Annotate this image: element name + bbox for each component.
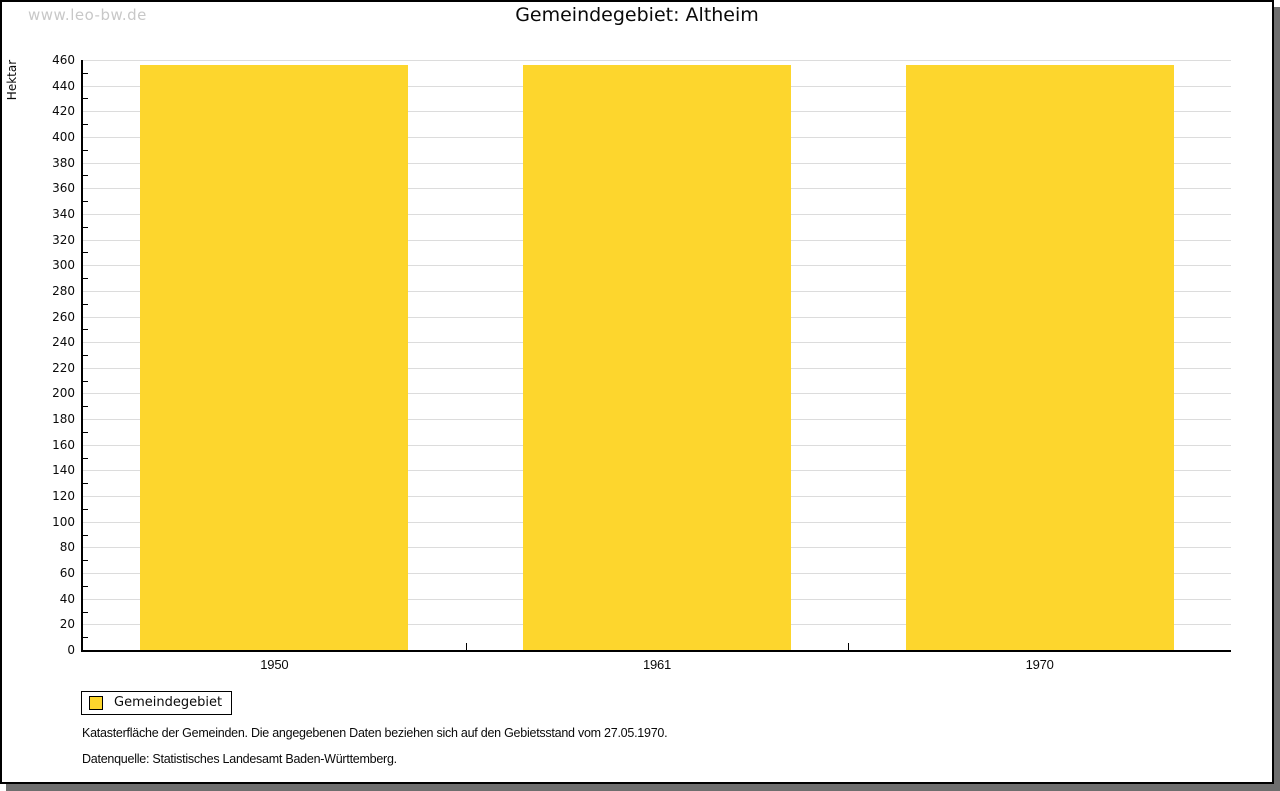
y-tick-label-400: 400 bbox=[52, 129, 75, 144]
footnote-source-note: Katasterfläche der Gemeinden. Die angege… bbox=[82, 726, 668, 740]
y-minor-tick bbox=[83, 201, 88, 203]
y-tick-label-460: 460 bbox=[52, 53, 75, 67]
y-tick-label-140: 140 bbox=[52, 463, 75, 478]
y-tick-label-260: 260 bbox=[52, 309, 75, 324]
legend: Gemeindegebiet bbox=[81, 691, 233, 715]
x-boundary-tick bbox=[848, 643, 849, 650]
y-tick-label-160: 160 bbox=[52, 437, 75, 452]
bar-1970 bbox=[906, 65, 1174, 650]
y-tick-label-220: 220 bbox=[52, 360, 75, 375]
y-minor-tick bbox=[83, 611, 88, 613]
y-tick-label-180: 180 bbox=[52, 412, 75, 427]
y-minor-tick bbox=[83, 637, 88, 639]
y-minor-tick bbox=[83, 124, 88, 126]
y-minor-tick bbox=[83, 175, 88, 177]
legend-swatch-icon bbox=[89, 696, 103, 710]
y-minor-tick bbox=[83, 149, 88, 151]
y-tick-label-0: 0 bbox=[67, 643, 75, 657]
y-tick-label-380: 380 bbox=[52, 155, 75, 170]
y-minor-tick bbox=[83, 560, 88, 562]
x-tick-label-1961: 1961 bbox=[642, 657, 672, 672]
y-tick-label-200: 200 bbox=[52, 386, 75, 401]
watermark: www.leo-bw.de bbox=[28, 6, 147, 24]
y-minor-tick bbox=[83, 278, 88, 280]
y-tick-label-300: 300 bbox=[52, 258, 75, 273]
bar-1950 bbox=[140, 65, 408, 650]
y-minor-tick bbox=[83, 406, 88, 408]
y-minor-tick bbox=[83, 252, 88, 254]
y-tick-label-280: 280 bbox=[52, 283, 75, 298]
chart-title: Gemeindegebiet: Altheim bbox=[515, 4, 759, 26]
bar-1961 bbox=[523, 65, 791, 650]
y-tick-label-40: 40 bbox=[59, 591, 75, 606]
legend-label: Gemeindegebiet bbox=[114, 695, 223, 710]
y-tick-label-340: 340 bbox=[52, 206, 75, 221]
y-minor-tick bbox=[83, 585, 88, 587]
y-minor-tick bbox=[83, 72, 88, 74]
y-minor-tick bbox=[83, 457, 88, 459]
y-tick-label-120: 120 bbox=[52, 489, 75, 504]
y-tick-label-320: 320 bbox=[52, 232, 75, 247]
x-boundary-tick bbox=[466, 643, 467, 650]
y-tick-label-60: 60 bbox=[59, 566, 75, 581]
y-tick-label-360: 360 bbox=[52, 181, 75, 196]
y-axis-title: Hektar bbox=[5, 59, 19, 101]
y-tick-label-80: 80 bbox=[59, 540, 75, 555]
footnote-data-source: Datenquelle: Statistisches Landesamt Bad… bbox=[82, 752, 397, 766]
y-minor-tick bbox=[83, 303, 88, 305]
y-tick-label-100: 100 bbox=[52, 514, 75, 529]
y-minor-tick bbox=[83, 380, 88, 382]
y-tick-label-420: 420 bbox=[52, 104, 75, 119]
y-tick-label-440: 440 bbox=[52, 78, 75, 93]
y-minor-tick bbox=[83, 329, 88, 331]
y-minor-tick bbox=[83, 483, 88, 485]
y-tick-label-240: 240 bbox=[52, 335, 75, 350]
plot-area bbox=[81, 60, 1231, 652]
y-minor-tick bbox=[83, 534, 88, 536]
y-minor-tick bbox=[83, 98, 88, 100]
x-tick-label-1970: 1970 bbox=[1025, 657, 1054, 672]
y-minor-tick bbox=[83, 508, 88, 510]
y-tick-label-20: 20 bbox=[59, 617, 75, 632]
gridline-y-460 bbox=[83, 60, 1231, 61]
y-minor-tick bbox=[83, 431, 88, 433]
x-tick-label-1950: 1950 bbox=[260, 657, 289, 672]
y-minor-tick bbox=[83, 226, 88, 228]
y-minor-tick bbox=[83, 355, 88, 356]
